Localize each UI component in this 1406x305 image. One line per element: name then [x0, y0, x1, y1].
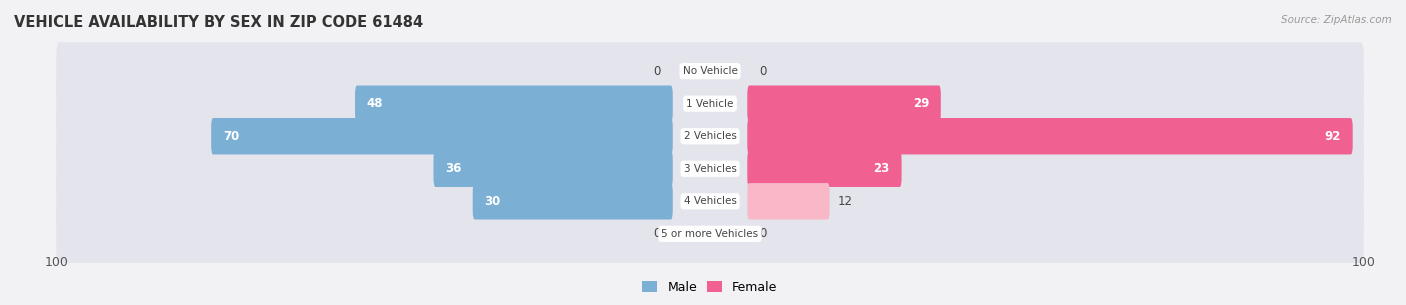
FancyBboxPatch shape — [211, 118, 672, 154]
Text: 36: 36 — [446, 162, 461, 175]
Text: 0: 0 — [654, 65, 661, 78]
FancyBboxPatch shape — [748, 151, 901, 187]
Text: 0: 0 — [759, 65, 766, 78]
Text: 2 Vehicles: 2 Vehicles — [683, 131, 737, 141]
FancyBboxPatch shape — [472, 183, 672, 220]
Text: 92: 92 — [1324, 130, 1341, 143]
Text: 12: 12 — [838, 195, 852, 208]
FancyBboxPatch shape — [56, 75, 1364, 133]
FancyBboxPatch shape — [56, 107, 1364, 165]
FancyBboxPatch shape — [356, 85, 672, 122]
FancyBboxPatch shape — [56, 42, 1364, 100]
Text: 5 or more Vehicles: 5 or more Vehicles — [661, 229, 759, 239]
FancyBboxPatch shape — [748, 118, 1353, 154]
Text: 48: 48 — [367, 97, 384, 110]
FancyBboxPatch shape — [56, 172, 1364, 230]
Text: Source: ZipAtlas.com: Source: ZipAtlas.com — [1281, 15, 1392, 25]
Text: 0: 0 — [759, 227, 766, 240]
Text: 1 Vehicle: 1 Vehicle — [686, 99, 734, 109]
Text: 3 Vehicles: 3 Vehicles — [683, 164, 737, 174]
Legend: Male, Female: Male, Female — [637, 275, 783, 299]
FancyBboxPatch shape — [748, 85, 941, 122]
Text: 23: 23 — [873, 162, 890, 175]
Text: 0: 0 — [654, 227, 661, 240]
Text: 30: 30 — [485, 195, 501, 208]
FancyBboxPatch shape — [433, 151, 672, 187]
FancyBboxPatch shape — [56, 205, 1364, 263]
Text: No Vehicle: No Vehicle — [682, 66, 738, 76]
FancyBboxPatch shape — [748, 183, 830, 220]
Text: VEHICLE AVAILABILITY BY SEX IN ZIP CODE 61484: VEHICLE AVAILABILITY BY SEX IN ZIP CODE … — [14, 15, 423, 30]
Text: 70: 70 — [224, 130, 239, 143]
Text: 4 Vehicles: 4 Vehicles — [683, 196, 737, 206]
Text: 29: 29 — [912, 97, 929, 110]
FancyBboxPatch shape — [56, 140, 1364, 198]
